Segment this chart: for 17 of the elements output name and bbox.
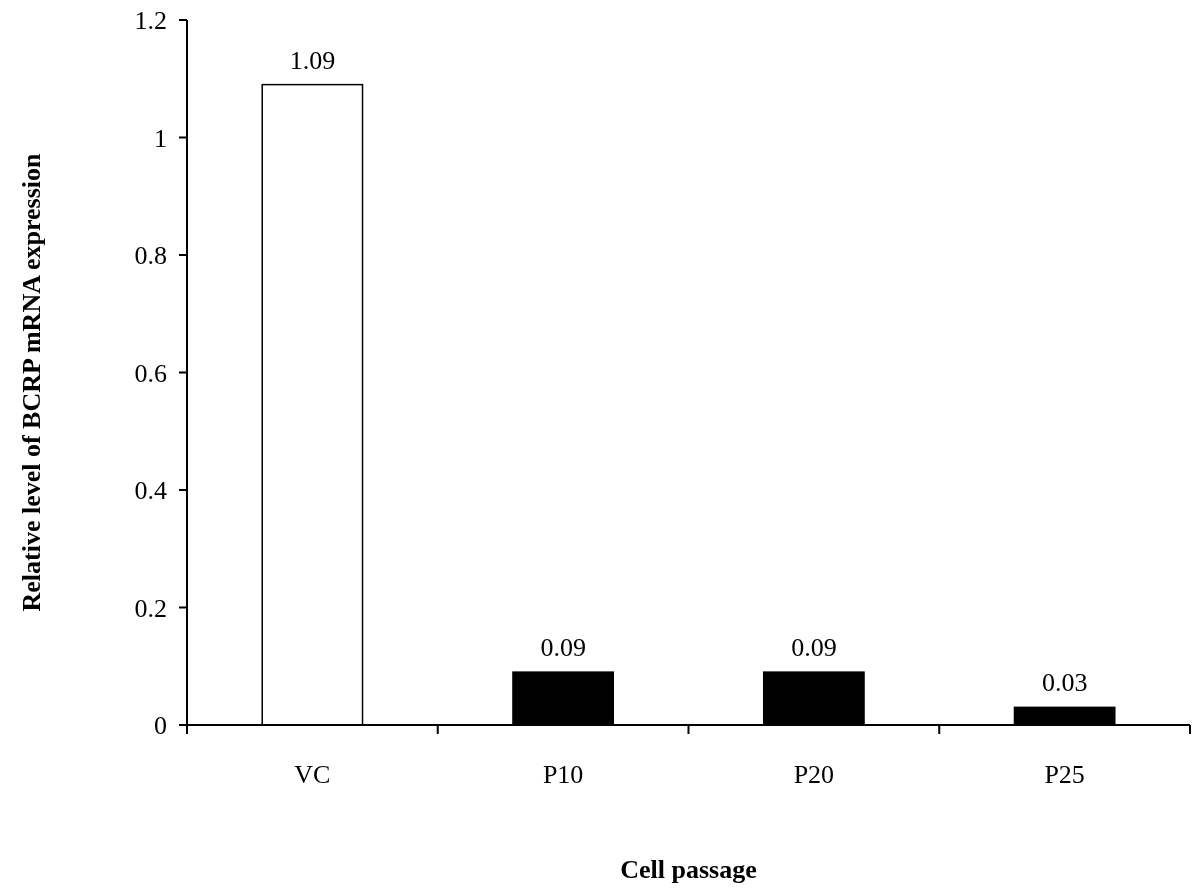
data-label: 0.09 xyxy=(791,633,837,663)
y-axis-title: Relative level of BCRP mRNA expression xyxy=(17,152,46,612)
y-tick-label: 0.2 xyxy=(134,593,167,623)
y-tick-label: 0.4 xyxy=(134,476,167,506)
y-tick-label: 0.6 xyxy=(134,358,167,388)
y-tick-label: 1.2 xyxy=(134,6,167,36)
x-tick-label: P20 xyxy=(793,760,835,789)
x-tick-label: VC xyxy=(294,760,331,789)
data-label: 0.03 xyxy=(1041,668,1088,698)
data-label: 0.09 xyxy=(540,633,586,663)
y-tick-label: 0 xyxy=(154,711,167,741)
x-tick-label: P10 xyxy=(542,760,584,789)
y-tick-label: 1 xyxy=(154,123,167,153)
x-tick-label: P25 xyxy=(1044,760,1085,789)
y-tick-label: 0.8 xyxy=(134,241,167,271)
x-axis-title: Cell passage xyxy=(620,855,757,884)
data-label: 1.09 xyxy=(289,45,336,75)
